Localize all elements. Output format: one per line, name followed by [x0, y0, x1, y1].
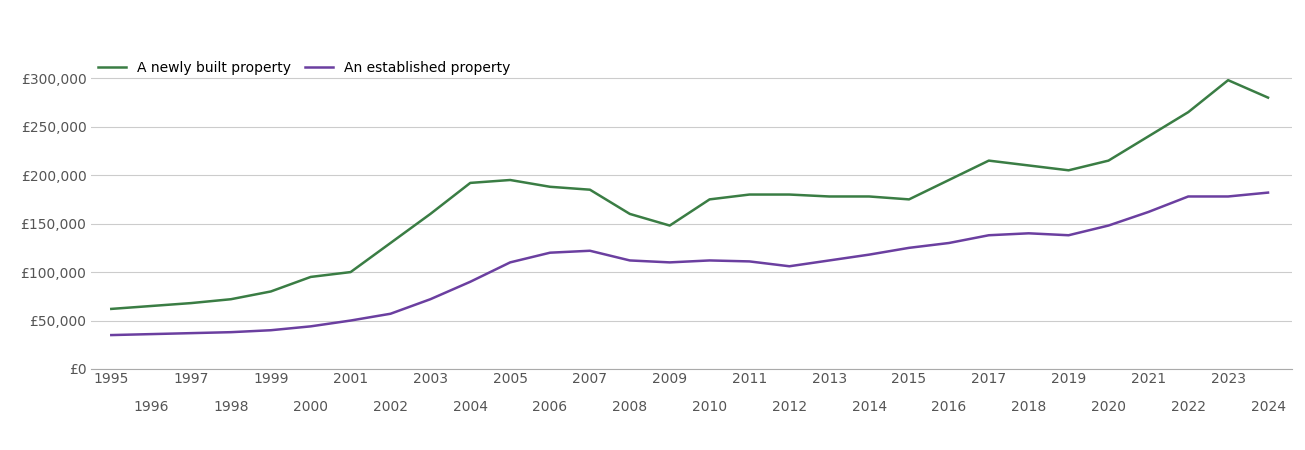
An established property: [223, 329, 239, 335]
An established property: [741, 259, 757, 264]
An established property: [622, 258, 638, 263]
An established property: [981, 233, 997, 238]
An established property: [264, 328, 279, 333]
Text: 2012: 2012: [771, 400, 806, 414]
Legend: A newly built property, An established property: A newly built property, An established p…: [98, 61, 510, 75]
A newly built property: [1100, 158, 1116, 163]
A newly built property: [1061, 167, 1077, 173]
Text: 2014: 2014: [852, 400, 886, 414]
An established property: [902, 245, 917, 251]
A newly built property: [582, 187, 598, 193]
A newly built property: [542, 184, 557, 189]
An established property: [861, 252, 877, 257]
Text: 2008: 2008: [612, 400, 647, 414]
Text: 2004: 2004: [453, 400, 488, 414]
An established property: [1141, 209, 1156, 215]
An established property: [144, 331, 159, 337]
An established property: [103, 333, 119, 338]
An established property: [343, 318, 359, 323]
Text: 2000: 2000: [294, 400, 329, 414]
Text: 1996: 1996: [133, 400, 168, 414]
Text: 1998: 1998: [213, 400, 249, 414]
A newly built property: [423, 211, 438, 216]
A newly built property: [1021, 163, 1036, 168]
A newly built property: [1141, 134, 1156, 139]
A newly built property: [1220, 77, 1236, 83]
A newly built property: [502, 177, 518, 183]
A newly built property: [622, 211, 638, 216]
A newly built property: [103, 306, 119, 311]
An established property: [382, 311, 398, 316]
A newly built property: [382, 240, 398, 246]
A newly built property: [821, 194, 837, 199]
An established property: [1261, 190, 1276, 195]
Line: A newly built property: A newly built property: [111, 80, 1268, 309]
A newly built property: [702, 197, 718, 202]
An established property: [542, 250, 557, 256]
A newly built property: [662, 223, 677, 228]
A newly built property: [183, 301, 198, 306]
A newly built property: [303, 274, 318, 279]
A newly built property: [223, 297, 239, 302]
A newly built property: [902, 197, 917, 202]
Text: 2018: 2018: [1011, 400, 1047, 414]
An established property: [941, 240, 957, 246]
Text: 2006: 2006: [532, 400, 568, 414]
Line: An established property: An established property: [111, 193, 1268, 335]
A newly built property: [782, 192, 797, 197]
An established property: [662, 260, 677, 265]
Text: 2002: 2002: [373, 400, 408, 414]
A newly built property: [941, 177, 957, 183]
An established property: [183, 330, 198, 336]
An established property: [1220, 194, 1236, 199]
A newly built property: [462, 180, 478, 185]
Text: 2020: 2020: [1091, 400, 1126, 414]
A newly built property: [343, 270, 359, 275]
A newly built property: [144, 303, 159, 309]
An established property: [423, 297, 438, 302]
Text: 2010: 2010: [692, 400, 727, 414]
An established property: [582, 248, 598, 253]
An established property: [303, 324, 318, 329]
An established property: [502, 260, 518, 265]
An established property: [782, 264, 797, 269]
Text: 2024: 2024: [1250, 400, 1285, 414]
A newly built property: [264, 289, 279, 294]
A newly built property: [861, 194, 877, 199]
An established property: [702, 258, 718, 263]
A newly built property: [1181, 109, 1197, 115]
An established property: [1181, 194, 1197, 199]
An established property: [821, 258, 837, 263]
An established property: [1100, 223, 1116, 228]
Text: 2022: 2022: [1171, 400, 1206, 414]
Text: 2016: 2016: [932, 400, 967, 414]
An established property: [1061, 233, 1077, 238]
A newly built property: [1261, 95, 1276, 100]
An established property: [1021, 230, 1036, 236]
An established property: [462, 279, 478, 284]
A newly built property: [981, 158, 997, 163]
A newly built property: [741, 192, 757, 197]
